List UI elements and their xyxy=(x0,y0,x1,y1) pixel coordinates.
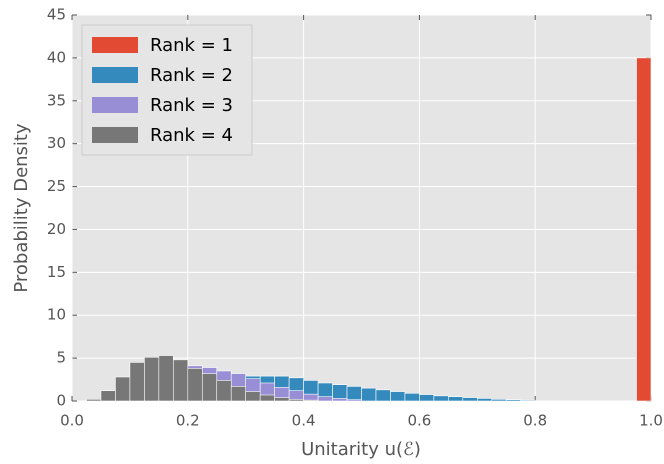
y-tick-label: 40 xyxy=(47,48,66,66)
bar xyxy=(129,362,145,402)
bar xyxy=(375,389,391,402)
bar xyxy=(158,355,174,402)
bar xyxy=(332,398,348,402)
legend-swatch xyxy=(92,97,138,113)
bar xyxy=(187,368,203,402)
bar xyxy=(448,396,464,402)
y-tick-label: 15 xyxy=(47,263,66,281)
bar xyxy=(201,373,218,402)
bar xyxy=(100,390,116,402)
x-tick-label: 0.2 xyxy=(176,412,200,430)
bar xyxy=(462,397,478,402)
bar xyxy=(346,399,362,402)
y-tick-label: 0 xyxy=(56,392,66,410)
bar xyxy=(86,398,102,402)
bar xyxy=(115,376,131,402)
bar xyxy=(288,398,304,402)
x-tick-label: 0.4 xyxy=(292,412,316,430)
bar xyxy=(346,386,362,402)
bar xyxy=(433,395,449,402)
legend-label: Rank = 1 xyxy=(150,35,233,56)
x-tick-label: 1.0 xyxy=(639,412,663,430)
bar xyxy=(361,387,377,402)
x-tick-label: 0.8 xyxy=(523,412,547,430)
bar xyxy=(173,359,189,402)
bar xyxy=(303,399,319,402)
x-tick-label: 0.0 xyxy=(60,412,84,430)
y-tick-label: 10 xyxy=(47,306,66,324)
bar xyxy=(505,399,522,402)
bar xyxy=(636,57,652,402)
bar xyxy=(144,356,160,402)
bar xyxy=(245,391,261,402)
bar xyxy=(520,399,536,402)
x-tick-label: 0.6 xyxy=(407,412,431,430)
y-tick-label: 35 xyxy=(47,91,66,109)
bar xyxy=(419,394,435,402)
bar xyxy=(216,380,232,402)
legend-label: Rank = 2 xyxy=(150,65,233,86)
bar xyxy=(390,391,406,402)
y-tick-label: 5 xyxy=(56,349,66,367)
bar xyxy=(274,397,290,402)
bar xyxy=(230,386,247,402)
legend-label: Rank = 3 xyxy=(150,95,233,116)
bar xyxy=(476,398,493,402)
legend-swatch xyxy=(92,67,138,83)
bar xyxy=(404,392,420,402)
y-tick-label: 30 xyxy=(47,134,66,152)
bar xyxy=(317,396,333,402)
legend-swatch xyxy=(92,127,138,143)
bar xyxy=(491,398,507,402)
y-tick-label: 45 xyxy=(47,6,66,24)
x-axis-label: Unitarity u(ℰ) xyxy=(301,439,421,460)
y-tick-label: 25 xyxy=(47,177,66,195)
legend-swatch xyxy=(92,37,138,53)
y-tick-label: 20 xyxy=(47,220,66,238)
y-axis-label: Probability Density xyxy=(11,123,32,293)
bar xyxy=(259,394,275,402)
legend-label: Rank = 4 xyxy=(150,125,233,146)
